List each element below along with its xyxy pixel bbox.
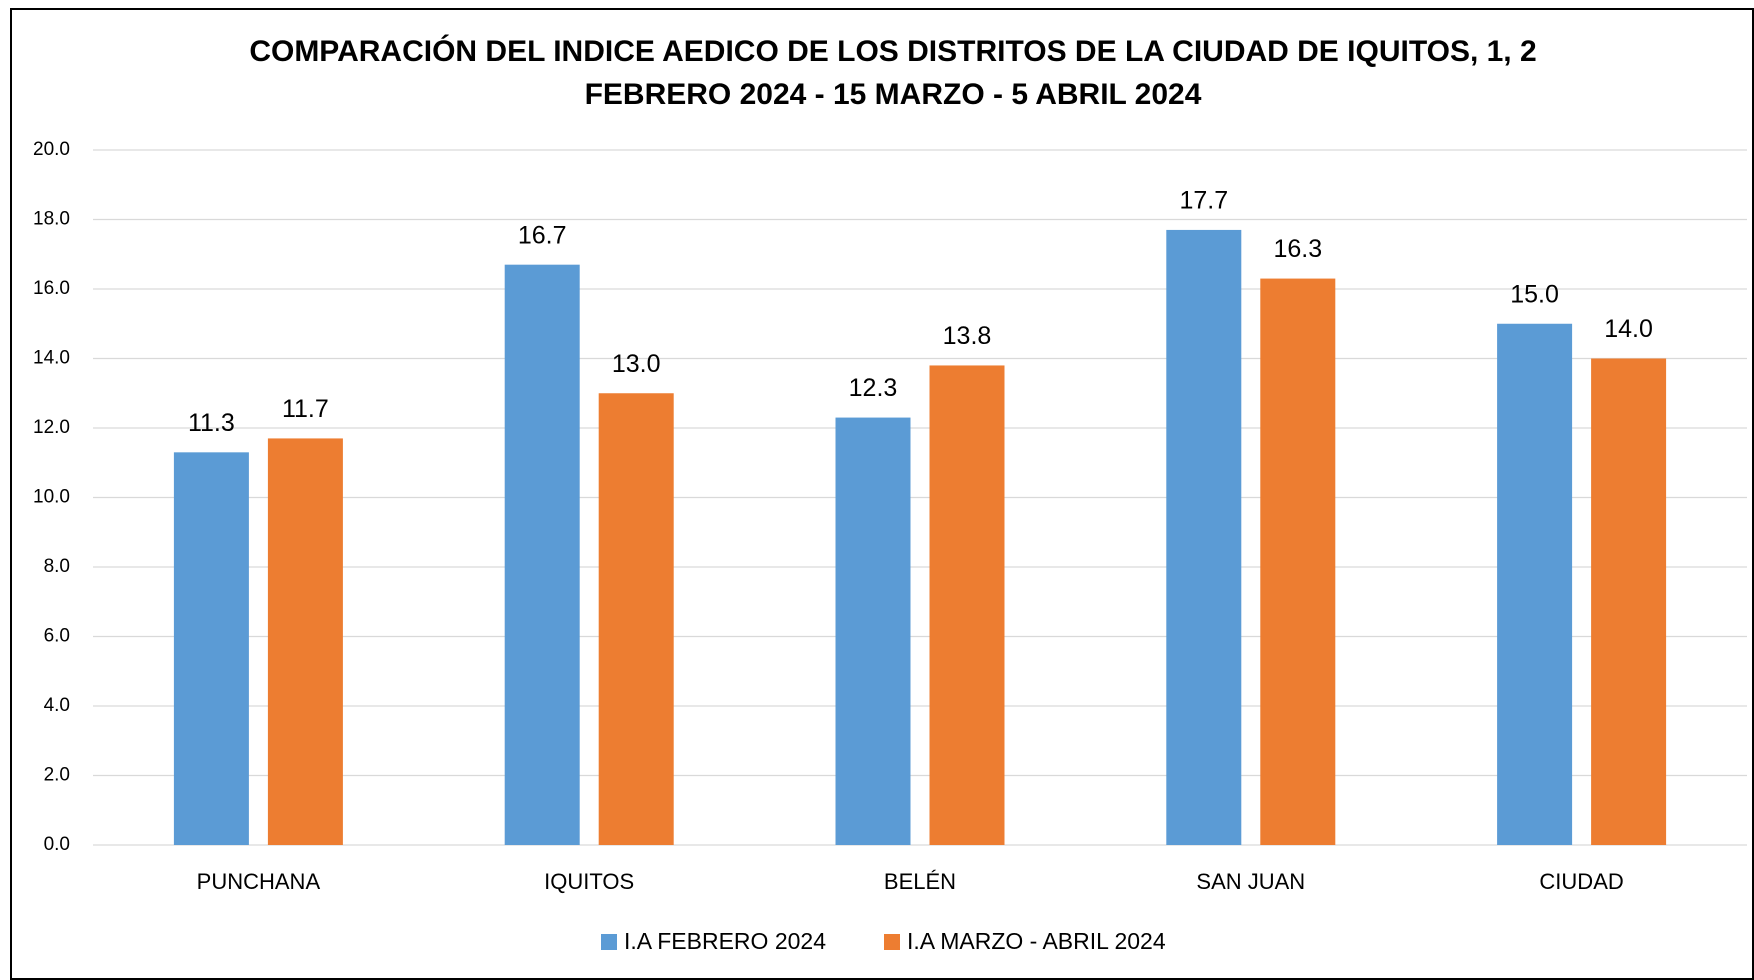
y-tick-label: 20.0 xyxy=(33,139,70,160)
value-label: 13.8 xyxy=(943,322,992,350)
value-label: 16.7 xyxy=(518,221,567,249)
x-tick-label: BELÉN xyxy=(884,869,956,894)
bar xyxy=(1591,358,1667,845)
bar xyxy=(504,264,580,845)
y-tick-label: 4.0 xyxy=(44,695,70,716)
value-label: 16.3 xyxy=(1273,235,1322,263)
value-label: 11.3 xyxy=(188,409,235,437)
x-tick-label: CIUDAD xyxy=(1539,869,1623,894)
bar xyxy=(267,438,343,845)
y-tick-label: 12.0 xyxy=(33,417,70,438)
bar xyxy=(1260,278,1336,845)
legend-swatch xyxy=(601,934,617,950)
y-tick-label: 0.0 xyxy=(44,834,70,855)
bar xyxy=(835,417,911,845)
y-tick-label: 6.0 xyxy=(44,626,70,647)
legend-swatch xyxy=(884,934,900,950)
bar xyxy=(1497,323,1573,845)
x-tick-label: SAN JUAN xyxy=(1196,869,1305,894)
y-tick-label: 8.0 xyxy=(44,556,70,577)
y-tick-label: 2.0 xyxy=(44,765,70,786)
chart-title: COMPARACIÓN DEL INDICE AEDICO DE LOS DIS… xyxy=(249,34,1536,68)
value-label: 13.0 xyxy=(612,350,661,378)
value-label: 14.0 xyxy=(1604,315,1653,343)
legend-label: I.A MARZO - ABRIL 2024 xyxy=(907,928,1166,954)
value-label: 12.3 xyxy=(849,374,898,402)
y-tick-label: 10.0 xyxy=(33,487,70,508)
legend-label: I.A FEBRERO 2024 xyxy=(624,928,826,954)
y-tick-label: 16.0 xyxy=(33,278,70,299)
value-label: 11.7 xyxy=(282,395,329,423)
bar xyxy=(598,393,674,845)
value-label: 15.0 xyxy=(1510,280,1559,308)
y-tick-label: 14.0 xyxy=(33,348,70,369)
bar xyxy=(1166,229,1242,846)
y-tick-label: 18.0 xyxy=(33,209,70,230)
x-tick-label: IQUITOS xyxy=(544,869,634,894)
value-label: 17.7 xyxy=(1179,187,1228,215)
chart-title: FEBRERO 2024 - 15 MARZO - 5 ABRIL 2024 xyxy=(585,78,1202,111)
bar xyxy=(173,452,249,845)
bar xyxy=(929,365,1005,845)
x-tick-label: PUNCHANA xyxy=(197,869,321,894)
